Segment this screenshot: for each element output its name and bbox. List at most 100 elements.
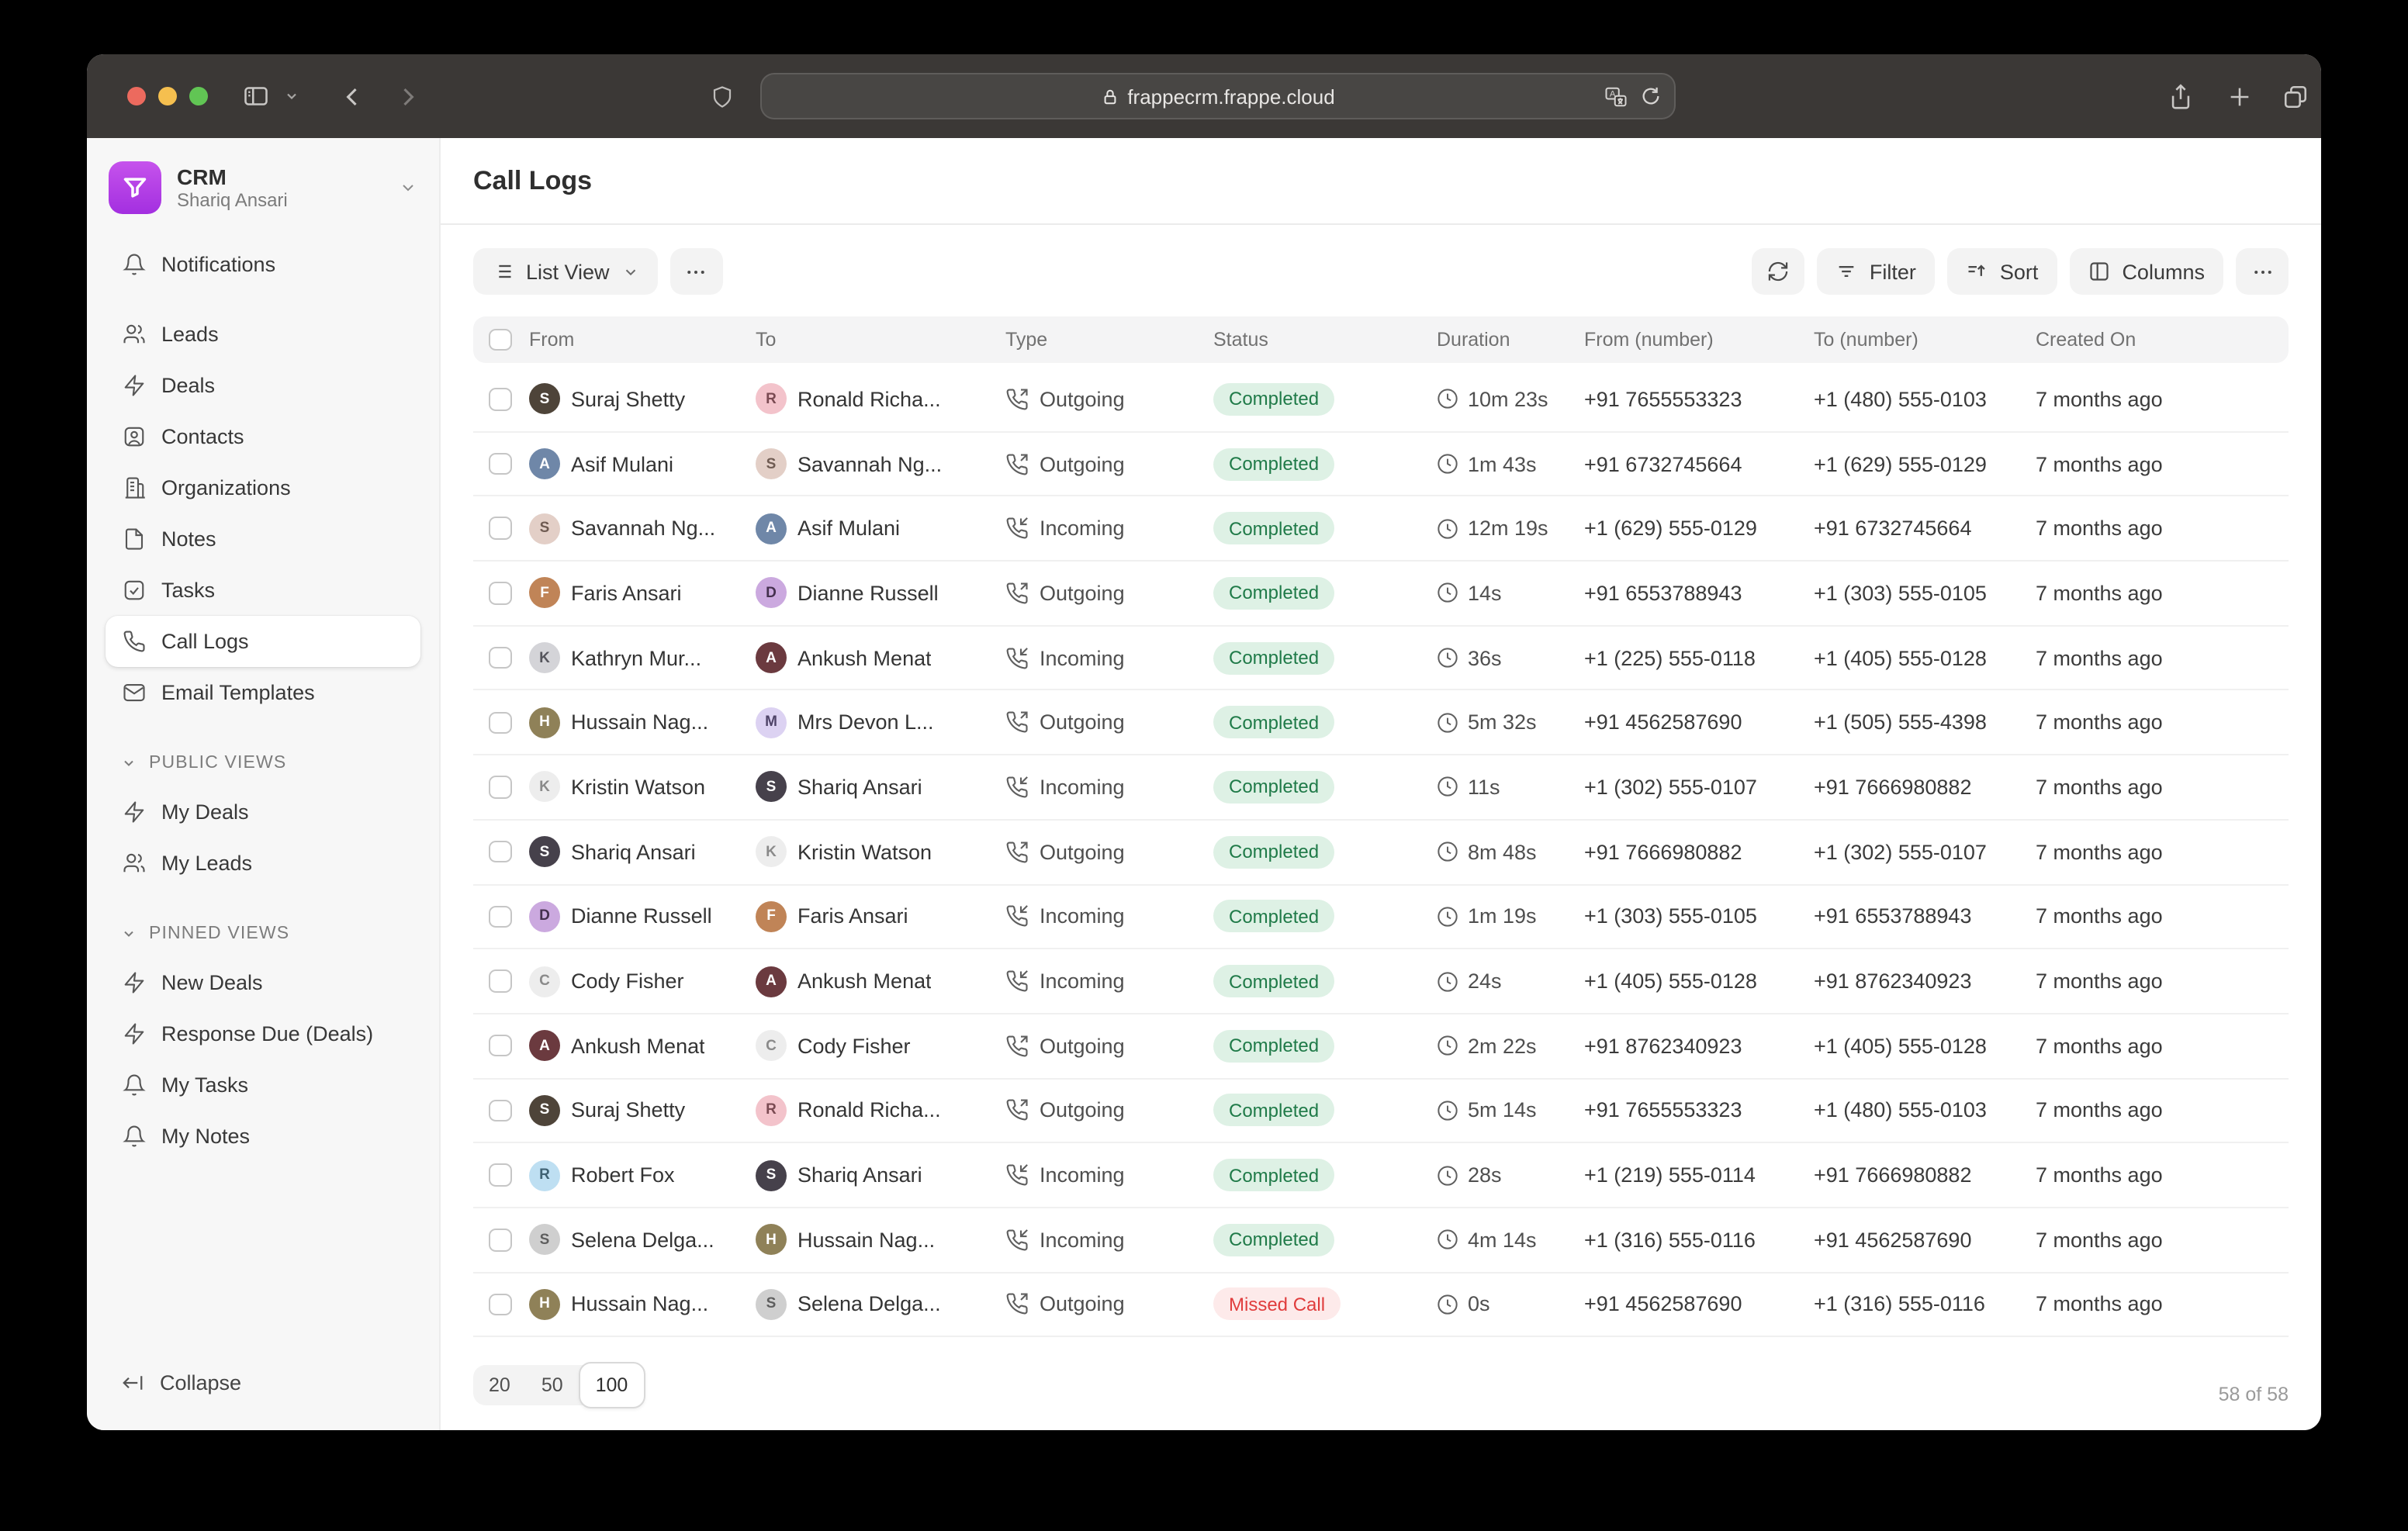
page-size-20-button[interactable]: 20 xyxy=(473,1365,526,1405)
column-header-from-number[interactable]: From (number) xyxy=(1584,329,1714,351)
sidebar-item-organizations[interactable]: Organizations xyxy=(106,462,420,513)
row-checkbox[interactable] xyxy=(489,840,511,863)
from-number: +1 (302) 555-0107 xyxy=(1584,775,1757,799)
sidebar-item-my-notes[interactable]: My Notes xyxy=(106,1111,420,1162)
avatar: S xyxy=(756,448,787,480)
shield-icon[interactable] xyxy=(711,54,734,138)
collapse-sidebar-button[interactable]: Collapse xyxy=(106,1357,420,1408)
table-row[interactable]: C Cody Fisher A Ankush Menat Incoming Co… xyxy=(473,949,2289,1014)
column-header-status[interactable]: Status xyxy=(1213,329,1268,351)
table-row[interactable]: S Selena Delga... H Hussain Nag... Incom… xyxy=(473,1208,2289,1274)
sidebar-item-email-templates[interactable]: Email Templates xyxy=(106,667,420,718)
sidebar-item-my-deals[interactable]: My Deals xyxy=(106,786,420,838)
column-header-type[interactable]: Type xyxy=(1005,329,1048,351)
call-type: Outgoing xyxy=(1040,840,1125,864)
row-checkbox[interactable] xyxy=(489,388,511,411)
row-checkbox[interactable] xyxy=(489,1099,511,1122)
public-views-section-header[interactable]: PUBLIC VIEWS xyxy=(106,740,420,786)
phone-outgoing-icon xyxy=(1005,840,1029,863)
table-row[interactable]: H Hussain Nag... M Mrs Devon L... Outgoi… xyxy=(473,691,2289,756)
share-icon[interactable] xyxy=(2168,54,2194,138)
sidebar-item-deals[interactable]: Deals xyxy=(106,360,420,411)
more-options-button[interactable] xyxy=(2236,248,2289,295)
row-checkbox[interactable] xyxy=(489,646,511,669)
table-row[interactable]: R Robert Fox S Shariq Ansari Incoming Co… xyxy=(473,1144,2289,1208)
created-on: 7 months ago xyxy=(2036,1098,2163,1122)
table-row[interactable]: S Suraj Shetty R Ronald Richa... Outgoin… xyxy=(473,1079,2289,1144)
table-row[interactable]: K Kathryn Mur... A Ankush Menat Incoming… xyxy=(473,627,2289,691)
created-on: 7 months ago xyxy=(2036,1228,2163,1252)
row-checkbox[interactable] xyxy=(489,1034,511,1057)
phone-outgoing-icon xyxy=(1005,1099,1029,1122)
row-checkbox[interactable] xyxy=(489,711,511,734)
status-badge: Completed xyxy=(1213,835,1335,869)
row-checkbox[interactable] xyxy=(489,452,511,475)
back-button[interactable] xyxy=(340,54,366,138)
avatar: R xyxy=(529,1159,560,1191)
sidebar-item-response-due-deals[interactable]: Response Due (Deals) xyxy=(106,1008,420,1059)
page-size-50-button[interactable]: 50 xyxy=(526,1365,579,1405)
sort-button[interactable]: Sort xyxy=(1946,248,2057,295)
table-row[interactable]: S Suraj Shetty R Ronald Richa... Outgoin… xyxy=(473,368,2289,433)
to-name: Ankush Menat xyxy=(797,646,932,670)
clock-icon xyxy=(1437,1229,1458,1251)
view-selector-button[interactable]: List View xyxy=(473,248,658,295)
zap-icon xyxy=(121,1022,146,1045)
sidebar-item-my-tasks[interactable]: My Tasks xyxy=(106,1059,420,1111)
row-checkbox[interactable] xyxy=(489,1163,511,1187)
pinned-views-section-header[interactable]: PINNED VIEWS xyxy=(106,911,420,957)
call-type: Outgoing xyxy=(1040,581,1125,605)
reload-icon[interactable] xyxy=(1640,85,1662,107)
table-row[interactable]: S Savannah Ng... A Asif Mulani Incoming … xyxy=(473,497,2289,562)
table-row[interactable]: K Kristin Watson S Shariq Ansari Incomin… xyxy=(473,755,2289,821)
row-checkbox[interactable] xyxy=(489,1293,511,1316)
url-bar[interactable]: frappecrm.frappe.cloud A xyxy=(760,73,1676,119)
column-header-duration[interactable]: Duration xyxy=(1437,329,1510,351)
new-tab-icon[interactable] xyxy=(2226,54,2253,138)
sidebar-item-notes[interactable]: Notes xyxy=(106,513,420,565)
table-row[interactable]: S Shariq Ansari K Kristin Watson Outgoin… xyxy=(473,821,2289,885)
sidebar-item-notifications[interactable]: Notifications xyxy=(106,239,420,290)
minimize-window-button[interactable] xyxy=(158,87,177,105)
filter-button[interactable]: Filter xyxy=(1816,248,1935,295)
select-all-checkbox[interactable] xyxy=(489,328,511,351)
column-header-created-on[interactable]: Created On xyxy=(2036,329,2136,351)
forward-button[interactable] xyxy=(394,54,420,138)
row-checkbox[interactable] xyxy=(489,1229,511,1252)
sidebar-toggle-icon[interactable] xyxy=(242,54,270,138)
table-row[interactable]: F Faris Ansari D Dianne Russell Outgoing… xyxy=(473,562,2289,627)
columns-button[interactable]: Columns xyxy=(2069,248,2223,295)
sidebar-chevron-icon[interactable] xyxy=(284,54,299,138)
created-on: 7 months ago xyxy=(2036,517,2163,541)
sidebar-item-tasks[interactable]: Tasks xyxy=(106,565,420,616)
table-row[interactable]: A Asif Mulani S Savannah Ng... Outgoing … xyxy=(473,432,2289,497)
table-row[interactable]: H Hussain Nag... S Selena Delga... Outgo… xyxy=(473,1273,2289,1338)
page-title: Call Logs xyxy=(473,165,593,195)
row-checkbox[interactable] xyxy=(489,905,511,928)
from-number: +1 (405) 555-0128 xyxy=(1584,969,1757,994)
translate-icon[interactable]: A xyxy=(1604,85,1628,108)
row-checkbox[interactable] xyxy=(489,776,511,799)
sidebar-item-contacts[interactable]: Contacts xyxy=(106,411,420,462)
sidebar-item-my-leads[interactable]: My Leads xyxy=(106,838,420,889)
refresh-button[interactable] xyxy=(1751,248,1804,295)
avatar: K xyxy=(529,642,560,674)
row-checkbox[interactable] xyxy=(489,969,511,993)
tab-overview-icon[interactable] xyxy=(2282,54,2309,138)
table-row[interactable]: D Dianne Russell F Faris Ansari Incoming… xyxy=(473,885,2289,950)
zoom-window-button[interactable] xyxy=(189,87,208,105)
sidebar-item-leads[interactable]: Leads xyxy=(106,309,420,360)
column-header-to-number[interactable]: To (number) xyxy=(1814,329,1918,351)
column-header-to[interactable]: To xyxy=(756,329,777,351)
row-checkbox[interactable] xyxy=(489,517,511,540)
close-window-button[interactable] xyxy=(127,87,146,105)
view-more-button[interactable] xyxy=(669,248,723,295)
table-row[interactable]: A Ankush Menat C Cody Fisher Outgoing Co… xyxy=(473,1014,2289,1080)
page-size-100-button[interactable]: 100 xyxy=(578,1362,645,1408)
sidebar-item-new-deals[interactable]: New Deals xyxy=(106,957,420,1008)
row-checkbox[interactable] xyxy=(489,582,511,605)
from-number: +91 7666980882 xyxy=(1584,840,1742,864)
workspace-switcher[interactable]: CRM Shariq Ansari xyxy=(87,138,439,233)
sidebar-item-call-logs[interactable]: Call Logs xyxy=(106,616,420,667)
column-header-from[interactable]: From xyxy=(529,329,575,351)
